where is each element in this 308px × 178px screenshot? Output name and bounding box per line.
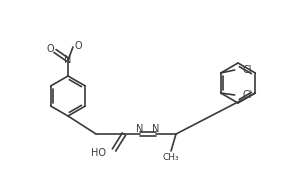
Text: CH₃: CH₃ <box>163 153 179 161</box>
Text: N: N <box>152 124 160 134</box>
Text: N: N <box>64 55 72 65</box>
Text: N: N <box>136 124 144 134</box>
Text: Cl: Cl <box>243 90 252 100</box>
Text: O: O <box>46 44 54 54</box>
Text: Cl: Cl <box>243 65 252 75</box>
Text: HO: HO <box>91 148 106 158</box>
Text: O: O <box>74 41 82 51</box>
